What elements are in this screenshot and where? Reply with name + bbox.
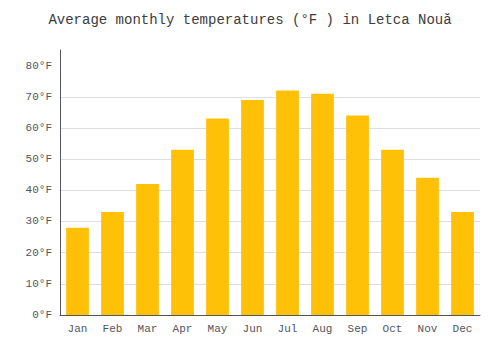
svg-text:70°F: 70°F (26, 91, 52, 103)
svg-text:Mar: Mar (138, 323, 158, 335)
svg-text:50°F: 50°F (26, 153, 52, 165)
svg-text:0°F: 0°F (32, 309, 52, 321)
svg-text:Feb: Feb (103, 323, 123, 335)
svg-text:May: May (208, 323, 228, 335)
svg-text:Average monthly temperatures (: Average monthly temperatures (°F ) in Le… (48, 12, 451, 28)
svg-text:10°F: 10°F (26, 278, 52, 290)
svg-text:Jul: Jul (278, 323, 298, 335)
svg-text:Jan: Jan (68, 323, 88, 335)
svg-text:Sep: Sep (348, 323, 368, 335)
svg-text:Aug: Aug (313, 323, 333, 335)
svg-text:20°F: 20°F (26, 247, 52, 259)
svg-text:80°F: 80°F (26, 60, 52, 72)
svg-text:30°F: 30°F (26, 215, 52, 227)
svg-text:Nov: Nov (418, 323, 438, 335)
svg-text:60°F: 60°F (26, 122, 52, 134)
svg-text:Jun: Jun (243, 323, 263, 335)
svg-text:Dec: Dec (453, 323, 473, 335)
svg-text:Apr: Apr (173, 323, 193, 335)
svg-text:40°F: 40°F (26, 184, 52, 196)
svg-text:Oct: Oct (383, 323, 403, 335)
